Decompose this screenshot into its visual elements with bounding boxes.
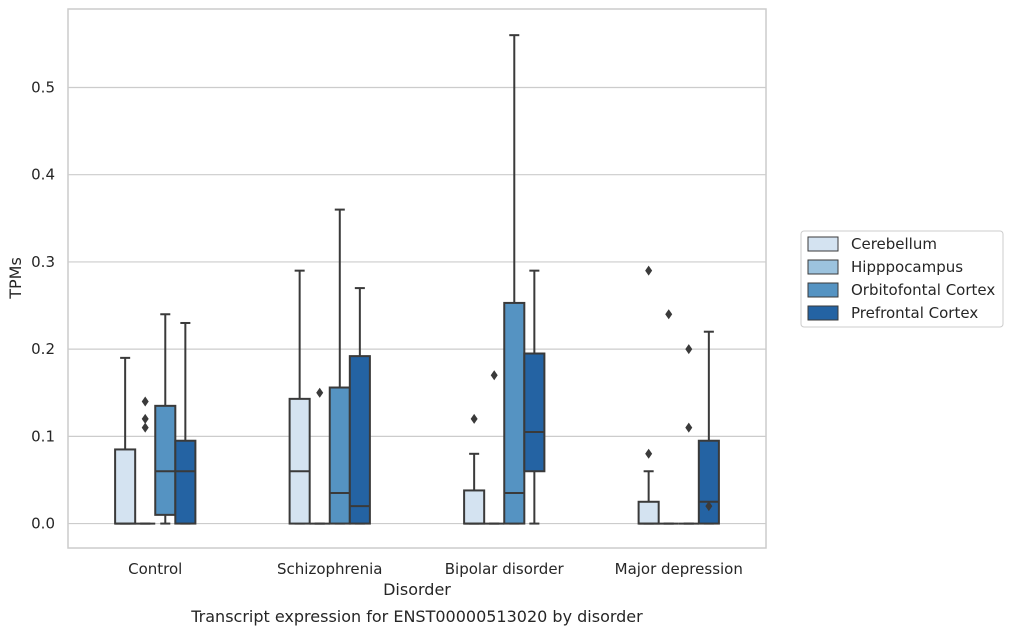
outlier-point <box>141 422 149 433</box>
outlier-point <box>490 370 498 381</box>
box-iqr <box>328 386 351 525</box>
chart-caption: Transcript expression for ENST0000051302… <box>190 607 643 626</box>
plot-frame <box>67 8 767 549</box>
x-axis-title: Disorder <box>383 580 451 599</box>
outlier-point <box>645 265 653 276</box>
y-tick-label: 0.0 <box>31 515 55 533</box>
x-tick-label: Schizophrenia <box>277 560 382 578</box>
box-iqr <box>503 301 526 525</box>
box-iqr <box>523 352 546 473</box>
legend-frame <box>800 230 1004 328</box>
box-prefrontal-cortex <box>697 330 720 525</box>
outlier-point <box>470 413 478 424</box>
box-hipppocampus <box>135 396 156 525</box>
box-iqr <box>463 489 486 525</box>
legend-item: Orbitofontal Cortex <box>807 281 995 299</box>
box-prefrontal-cortex <box>348 287 371 525</box>
legend-swatch <box>807 305 839 321</box>
box-cerebellum <box>463 413 486 525</box>
box-hipppocampus <box>658 309 679 525</box>
box-iqr <box>174 439 197 525</box>
box-cerebellum <box>288 269 311 525</box>
legend-swatch <box>807 236 839 252</box>
legend-item: Prefrontal Cortex <box>807 304 978 322</box>
box-cerebellum <box>114 356 137 525</box>
box-iqr <box>697 439 720 525</box>
box-prefrontal-cortex <box>523 269 546 525</box>
outlier-point <box>705 501 713 512</box>
outlier-point <box>141 396 149 407</box>
box-plot-series <box>114 34 720 525</box>
box-cerebellum <box>637 265 660 525</box>
legend-label: Orbitofontal Cortex <box>851 281 995 299</box>
y-axis-ticks: 0.0 0.1 0.2 0.3 0.4 0.5 <box>31 78 55 532</box>
outlier-point <box>685 344 693 355</box>
box-prefrontal-cortex <box>174 321 197 525</box>
box-orbitofontal-cortex <box>678 344 699 525</box>
legend-label: Prefrontal Cortex <box>851 304 978 322</box>
box-orbitofontal-cortex <box>503 34 526 525</box>
legend-item: Cerebellum <box>807 235 937 253</box>
box-iqr <box>637 500 660 525</box>
box-iqr <box>114 448 137 525</box>
box-orbitofontal-cortex <box>154 313 177 525</box>
legend-items: Cerebellum Hipppocampus Orbitofontal Corte… <box>807 235 995 322</box>
box-orbitofontal-cortex <box>328 208 351 525</box>
legend-swatch <box>807 259 839 275</box>
y-tick-label: 0.4 <box>31 166 55 184</box>
legend-swatch <box>807 282 839 298</box>
legend-label: Hipppocampus <box>851 258 963 276</box>
legend-label: Cerebellum <box>851 235 937 253</box>
x-tick-label: Control <box>128 560 182 578</box>
y-tick-label: 0.3 <box>31 253 55 271</box>
legend-item: Hipppocampus <box>807 258 963 276</box>
x-tick-label: Major depression <box>615 560 743 578</box>
box-iqr <box>154 404 177 516</box>
box-hipppocampus <box>309 387 330 525</box>
x-tick-label: Bipolar disorder <box>445 560 565 578</box>
y-tick-label: 0.1 <box>31 427 55 445</box>
x-axis-ticks: Control Schizophrenia Bipolar disorder Majo… <box>128 560 743 578</box>
box-hipppocampus <box>484 370 505 525</box>
y-tick-label: 0.2 <box>31 340 55 358</box>
box-iqr <box>348 355 371 525</box>
y-tick-label: 0.5 <box>31 78 55 96</box>
outlier-point <box>665 309 673 320</box>
outlier-point <box>685 422 693 433</box>
outlier-point <box>316 387 324 398</box>
box-iqr <box>288 397 311 525</box>
outlier-point <box>645 448 653 459</box>
legend: Cerebellum Hipppocampus Orbitofontal Corte… <box>800 230 1004 328</box>
outlier-point <box>141 413 149 424</box>
y-axis-title: TPMs <box>6 257 25 300</box>
